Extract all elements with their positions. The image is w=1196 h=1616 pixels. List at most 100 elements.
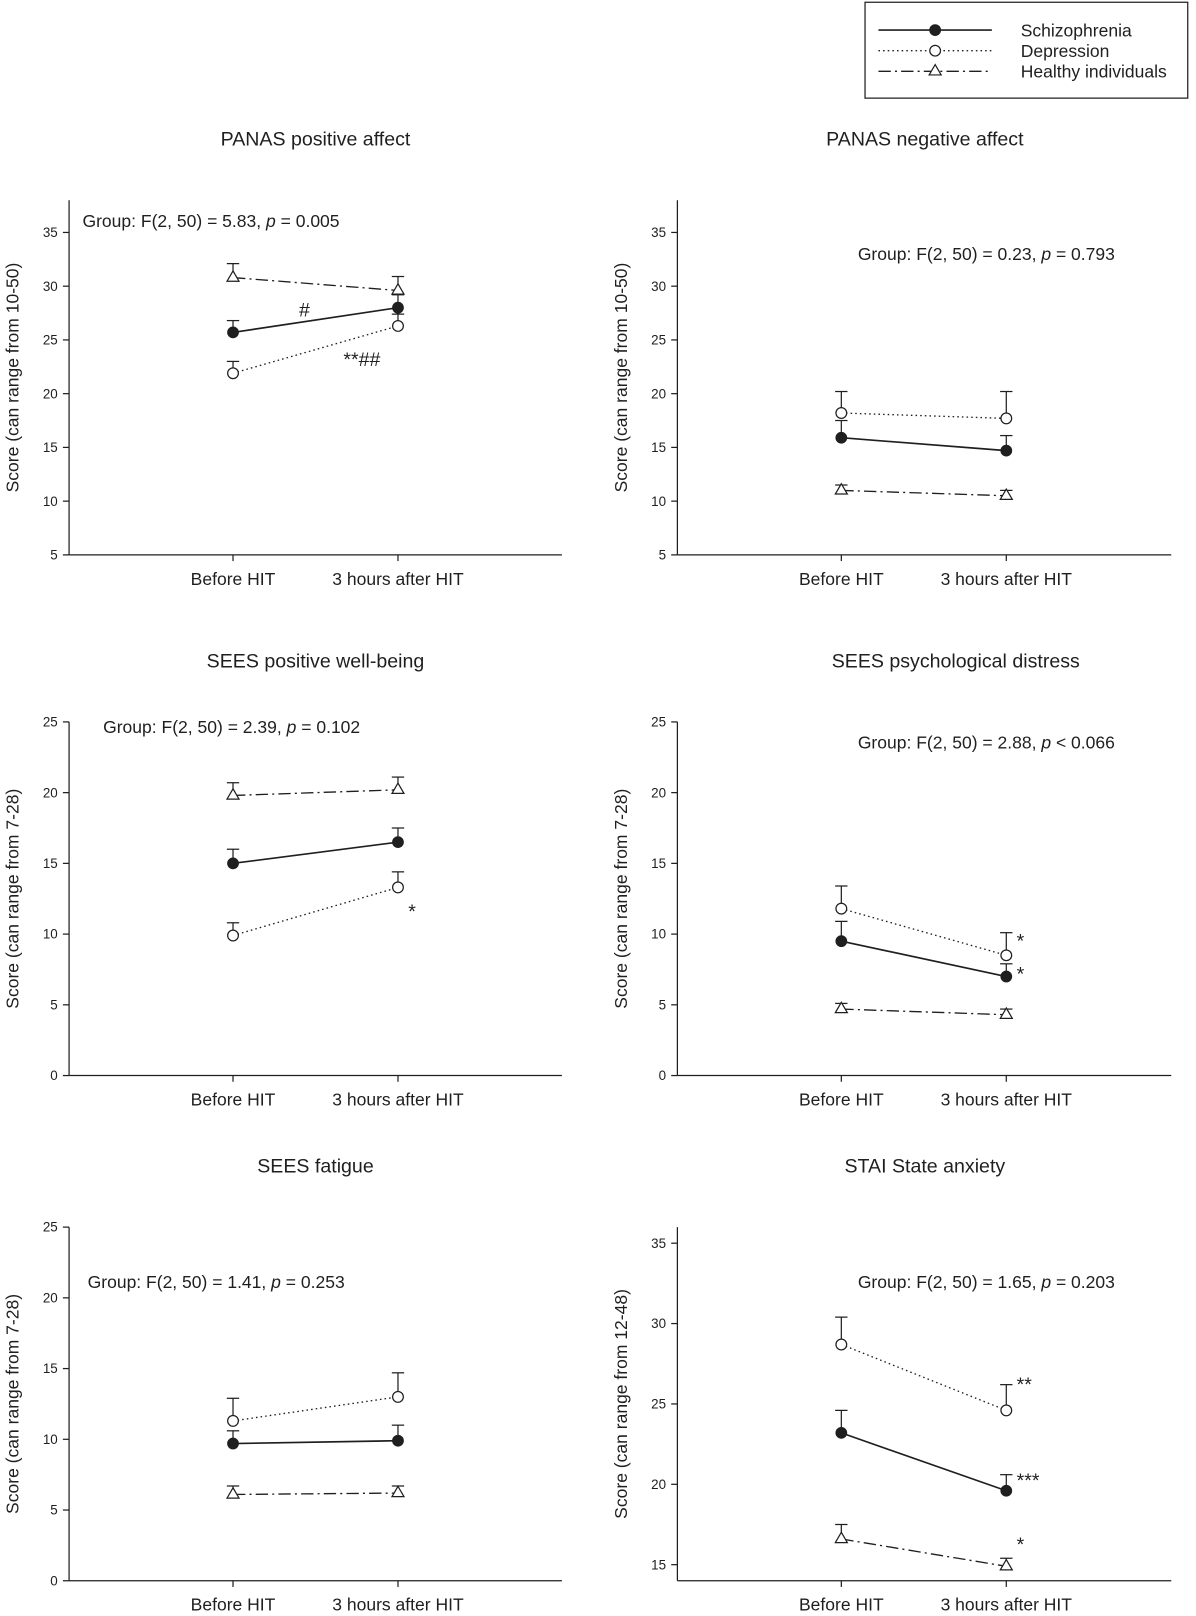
series-line-depression [232, 1396, 399, 1422]
marker-schizophrenia-before-hit [835, 1426, 848, 1439]
marker-depression-3-hours-after-hit [391, 1390, 404, 1403]
marker-depression-before-hit [835, 407, 848, 419]
y-tick-label: 0 [659, 1068, 666, 1083]
series-lines [841, 412, 1007, 497]
series-line-schizophrenia [232, 1439, 398, 1445]
series-lines [232, 789, 399, 937]
marker-depression-3-hours-after-hit [391, 881, 404, 894]
y-tick-label: 25 [651, 333, 666, 348]
panel-title: SEES psychological distress [832, 650, 1080, 672]
y-tick-label: 5 [659, 997, 666, 1012]
p-symbol: p [270, 1272, 281, 1292]
x-tick-label: 3 hours after HIT [332, 1595, 464, 1615]
significance-marker: *** [1017, 1470, 1040, 1492]
marker-depression-before-hit [227, 367, 239, 380]
y-tick-label: 5 [50, 1503, 57, 1518]
marker-healthy-individuals-before-hit [834, 482, 849, 495]
marker-schizophrenia-before-hit [227, 1437, 239, 1450]
p-symbol: p [1040, 733, 1051, 753]
series-line-schizophrenia [841, 940, 1007, 978]
group-statistic: Group: F(2, 50) = 2.39, p = 0.102 [103, 717, 360, 737]
legend-label: Healthy individuals [1021, 62, 1167, 82]
y-tick-label: 30 [651, 279, 666, 294]
y-tick-label: 10 [651, 927, 666, 942]
series-markers [225, 781, 406, 942]
marker-healthy-individuals-3-hours-after-hit [999, 1558, 1014, 1571]
y-tick-label: 10 [43, 1432, 58, 1447]
marker-schizophrenia-3-hours-after-hit [1000, 444, 1013, 457]
y-tick-label: 15 [43, 440, 58, 455]
y-tick-label: 25 [43, 1220, 58, 1235]
marker-schizophrenia-before-hit [227, 326, 239, 339]
series-line-depression [841, 412, 1007, 420]
series-line-schizophrenia [841, 436, 1007, 452]
p-symbol: p [1040, 244, 1051, 264]
marker-schizophrenia-before-hit [227, 857, 239, 870]
series-line-schizophrenia [232, 306, 399, 334]
panel-title: PANAS negative affect [826, 129, 1024, 151]
legend-marker-open-circle-icon [929, 44, 942, 57]
significance-marker: * [1017, 964, 1025, 986]
series-line-schizophrenia [232, 841, 399, 865]
marker-depression-3-hours-after-hit [1000, 949, 1013, 962]
y-tick-label: 20 [43, 785, 58, 800]
y-tick-label: 35 [43, 225, 58, 240]
series-line-healthy-individuals [841, 1008, 1007, 1016]
group-statistic-prefix: Group: F(2, 50) = 0.23, [858, 244, 1042, 264]
series-line-schizophrenia [841, 1432, 1007, 1492]
marker-schizophrenia-3-hours-after-hit [392, 836, 404, 849]
marker-schizophrenia-3-hours-after-hit [1000, 1484, 1013, 1497]
marker-healthy-individuals-3-hours-after-hit [390, 282, 406, 295]
significance-marker: ** [1017, 1374, 1033, 1396]
y-axis-label: Score (can range from 7-28) [3, 789, 23, 1009]
marker-depression-3-hours-after-hit [1000, 412, 1013, 425]
marker-schizophrenia-before-hit [835, 935, 848, 948]
series-line-healthy-individuals [841, 489, 1007, 497]
series-lines [232, 1396, 399, 1496]
y-tick-label: 15 [651, 440, 666, 455]
marker-depression-3-hours-after-hit [391, 319, 404, 332]
y-tick-label: 20 [651, 386, 666, 401]
series-line-depression [232, 325, 399, 374]
group-statistic-value: < 0.066 [1051, 733, 1115, 753]
marker-healthy-individuals-before-hit [225, 1486, 241, 1499]
y-axis-label: Score (can range from 7-28) [3, 1294, 23, 1514]
y-tick-label: 0 [50, 1573, 57, 1588]
series-line-depression [841, 1343, 1007, 1411]
y-tick-label: 20 [43, 386, 58, 401]
y-axis-label: Score (can range from 7-28) [611, 789, 631, 1009]
marker-schizophrenia-3-hours-after-hit [392, 1434, 404, 1447]
series-line-healthy-individuals [841, 1538, 1007, 1567]
panel-panas-positive-affect: PANAS positive affect 5 10 15 20 25 30 35 Before… [3, 129, 562, 589]
group-statistic-prefix: Group: F(2, 50) = 2.88, [858, 733, 1042, 753]
group-statistic-value: = 0.203 [1051, 1272, 1115, 1292]
series-markers [225, 269, 406, 380]
y-axis-label: Score (can range from 10-50) [3, 263, 23, 493]
significance-marker: * [1017, 1534, 1025, 1556]
marker-healthy-individuals-before-hit [225, 269, 241, 282]
error-bars [226, 1372, 405, 1495]
y-axis-label: Score (can range from 10-50) [611, 263, 631, 493]
p-symbol: p [1040, 1272, 1051, 1292]
y-tick-label: 15 [651, 856, 666, 871]
marker-depression-before-hit [835, 1338, 848, 1351]
significance-marker: **## [343, 349, 380, 371]
legend-label: Depression [1021, 41, 1110, 61]
y-tick-label: 10 [651, 494, 666, 509]
series-lines [841, 1343, 1007, 1567]
series-markers [834, 1338, 1014, 1571]
marker-healthy-individuals-before-hit [834, 1531, 849, 1544]
y-tick-label: 30 [43, 279, 58, 294]
panel-title: SEES fatigue [257, 1155, 374, 1177]
y-axis-label: Score (can range from 12-48) [611, 1289, 631, 1519]
x-tick-label: 3 hours after HIT [941, 569, 1073, 589]
y-tick-label: 15 [651, 1557, 666, 1572]
group-statistic-value: = 0.005 [276, 211, 340, 231]
error-bars [835, 1316, 1013, 1567]
significance-marker: * [408, 901, 416, 923]
marker-schizophrenia-before-hit [835, 431, 848, 444]
y-tick-label: 25 [43, 333, 58, 348]
legend-marker-filled-circle-icon [929, 24, 942, 36]
legend: Schizophrenia Depression Healthy individ… [864, 1, 1189, 99]
panel-sees-psychological-distress: SEES psychological distress 0 5 10 15 20 25 Bef… [611, 650, 1172, 1109]
